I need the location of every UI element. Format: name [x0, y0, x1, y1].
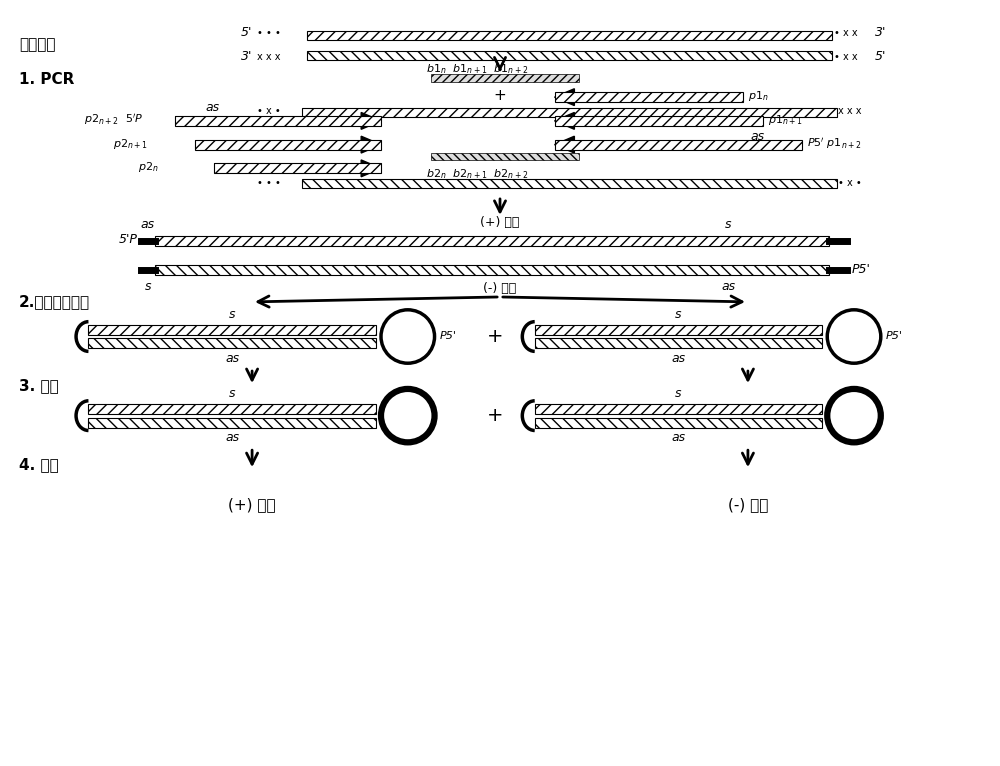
Text: +: +: [494, 87, 506, 103]
Text: • x x: • x x: [834, 28, 858, 38]
Text: • • •: • • •: [257, 178, 281, 188]
Text: (-) 哑铃: (-) 哑铃: [728, 497, 768, 512]
Text: • • •: • • •: [257, 28, 281, 38]
Text: $p2_n$: $p2_n$: [138, 160, 159, 175]
Text: 3. 结扎: 3. 结扎: [19, 378, 59, 394]
Bar: [535, 417, 822, 427]
Text: as: as: [205, 100, 219, 113]
Text: s: s: [229, 388, 236, 401]
Bar: [555, 139, 802, 149]
Text: as: as: [721, 280, 735, 293]
Bar: [431, 152, 579, 160]
Text: as: as: [141, 218, 155, 231]
Text: 1. PCR: 1. PCR: [19, 72, 74, 87]
Bar: [574, 92, 743, 102]
Text: • x x: • x x: [834, 51, 858, 61]
Text: 5': 5': [875, 50, 886, 63]
Bar: [88, 417, 376, 427]
Bar: [175, 116, 381, 126]
Text: s: s: [725, 218, 731, 231]
Text: $p1_{n+1}$: $p1_{n+1}$: [768, 113, 803, 127]
Polygon shape: [361, 160, 381, 177]
Text: $P5'$ $p1_{n+2}$: $P5'$ $p1_{n+2}$: [807, 136, 862, 151]
Text: $p2_{n+2}$  $5'P$: $p2_{n+2}$ $5'P$: [84, 113, 143, 127]
Text: (-) 单链: (-) 单链: [483, 282, 517, 295]
Text: (+) 哑铃: (+) 哑铃: [228, 497, 276, 512]
Text: 通用模板: 通用模板: [19, 38, 56, 52]
Text: P5': P5': [440, 330, 456, 341]
Bar: [195, 139, 361, 149]
Text: as: as: [751, 130, 765, 143]
Text: 2.变性和再退火: 2.变性和再退火: [19, 294, 90, 309]
Text: $b1_n$  $b1_{n+1}$  $b1_{n+2}$: $b1_n$ $b1_{n+1}$ $b1_{n+2}$: [426, 63, 528, 77]
Text: P5': P5': [886, 330, 903, 341]
Text: as: as: [671, 431, 686, 444]
Text: +: +: [487, 327, 503, 346]
Bar: [88, 325, 376, 335]
Bar: [302, 108, 837, 117]
Polygon shape: [555, 136, 574, 153]
Text: s: s: [675, 388, 682, 401]
Text: (+) 单链: (+) 单链: [480, 216, 520, 229]
Text: $p1_n$: $p1_n$: [748, 89, 769, 103]
Bar: [307, 51, 832, 60]
Bar: [535, 339, 822, 349]
Bar: [155, 236, 829, 246]
Text: 5'P: 5'P: [119, 233, 138, 246]
Text: x x x: x x x: [257, 51, 281, 61]
Text: s: s: [145, 280, 151, 293]
Polygon shape: [555, 113, 574, 129]
Bar: [175, 116, 361, 126]
Text: x x x: x x x: [838, 106, 862, 116]
Bar: [214, 163, 361, 173]
Polygon shape: [361, 113, 381, 129]
Text: 3': 3': [875, 26, 886, 39]
Bar: [88, 339, 376, 349]
Text: +: +: [487, 406, 503, 425]
Bar: [574, 116, 763, 126]
Bar: [574, 139, 802, 149]
Bar: [195, 139, 381, 149]
Text: as: as: [225, 352, 239, 365]
Text: • x •: • x •: [838, 178, 862, 188]
Bar: [431, 74, 579, 82]
Bar: [155, 265, 829, 275]
Text: • x •: • x •: [257, 106, 281, 116]
Text: as: as: [671, 352, 686, 365]
Polygon shape: [555, 89, 574, 106]
Polygon shape: [361, 136, 381, 153]
Bar: [302, 179, 837, 188]
Bar: [535, 404, 822, 414]
Bar: [214, 163, 381, 173]
Bar: [307, 31, 832, 40]
Text: P5': P5': [852, 263, 871, 276]
Bar: [88, 404, 376, 414]
Text: $p2_{n+1}$: $p2_{n+1}$: [113, 136, 148, 151]
Text: $b2_n$  $b2_{n+1}$  $b2_{n+2}$: $b2_n$ $b2_{n+1}$ $b2_{n+2}$: [426, 168, 528, 182]
Text: s: s: [229, 308, 236, 321]
Bar: [555, 92, 743, 102]
Bar: [535, 325, 822, 335]
Text: 4. 纯化: 4. 纯化: [19, 457, 59, 473]
Text: 5': 5': [241, 26, 252, 39]
Text: 3': 3': [241, 50, 252, 63]
Text: s: s: [675, 308, 682, 321]
Text: as: as: [225, 431, 239, 444]
Bar: [555, 116, 763, 126]
